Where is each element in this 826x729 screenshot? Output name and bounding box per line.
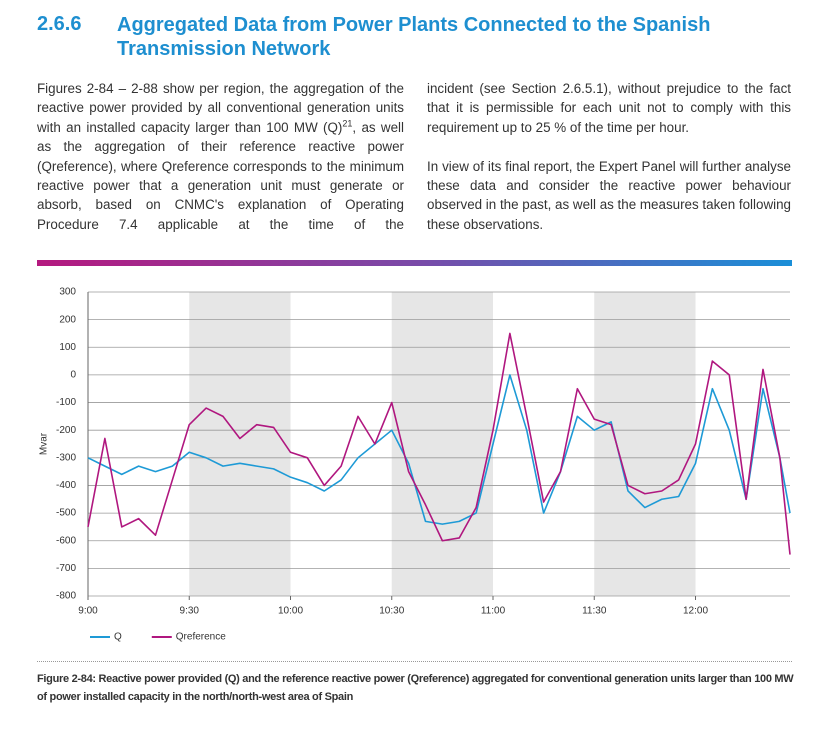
divider: [37, 260, 792, 266]
x-tick-label: 12:00: [683, 606, 708, 617]
y-tick-label: -700: [56, 563, 76, 574]
x-tick-label: 11:00: [481, 606, 506, 617]
paragraph: In view of its final report, the Expert …: [427, 158, 791, 232]
x-tick-label: 10:00: [278, 606, 303, 617]
x-tick-label: 9:30: [180, 606, 200, 617]
section-number: 2.6.6: [37, 13, 82, 35]
legend-label: Qreference: [176, 632, 226, 643]
y-tick-label: -200: [56, 425, 76, 436]
x-tick-label: 11:30: [582, 606, 607, 617]
y-tick-label: -300: [56, 452, 76, 463]
y-tick-label: -400: [56, 480, 76, 491]
y-tick-label: 100: [59, 342, 76, 353]
x-tick-label: 10:30: [379, 606, 404, 617]
y-tick-label: 200: [59, 314, 76, 325]
y-tick-label: -600: [56, 535, 76, 546]
paragraph: incident (see Section 2.6.5.1), without …: [427, 81, 791, 135]
text: , as well as the aggregation of their re…: [37, 119, 404, 232]
shaded-band: [594, 292, 696, 596]
y-tick-label: -100: [56, 397, 76, 408]
shaded-band: [189, 292, 291, 596]
series-line: [87, 332, 791, 555]
divider: [37, 661, 792, 662]
y-tick-label: -500: [56, 508, 76, 519]
legend-label: Q: [114, 632, 122, 643]
y-tick-label: -800: [56, 591, 76, 602]
text: Figures 2-84 – 2-88 show per region, the…: [37, 81, 404, 135]
section-title: Aggregated Data from Power Plants Connec…: [117, 14, 711, 60]
y-tick-label: 0: [70, 370, 76, 381]
chart: Mvar -800 -700 -600 -500 -400 -300 -200 -100 0 10…: [39, 287, 791, 643]
y-axis-label: Mvar: [39, 432, 50, 455]
series-line: [87, 374, 791, 525]
x-tick-label: 9:00: [78, 606, 98, 617]
paragraph: Figures 2-84 – 2-88 show per region, the…: [37, 79, 404, 234]
text-column: incident (see Section 2.6.5.1), without …: [427, 79, 791, 254]
text-column: Figures 2-84 – 2-88 show per region, the…: [37, 79, 404, 254]
footnote-ref: 21: [342, 118, 353, 129]
shaded-band: [391, 292, 493, 596]
y-tick-label: 300: [59, 287, 76, 298]
figure-caption: Figure 2-84: Reactive power provided (Q)…: [37, 673, 794, 703]
